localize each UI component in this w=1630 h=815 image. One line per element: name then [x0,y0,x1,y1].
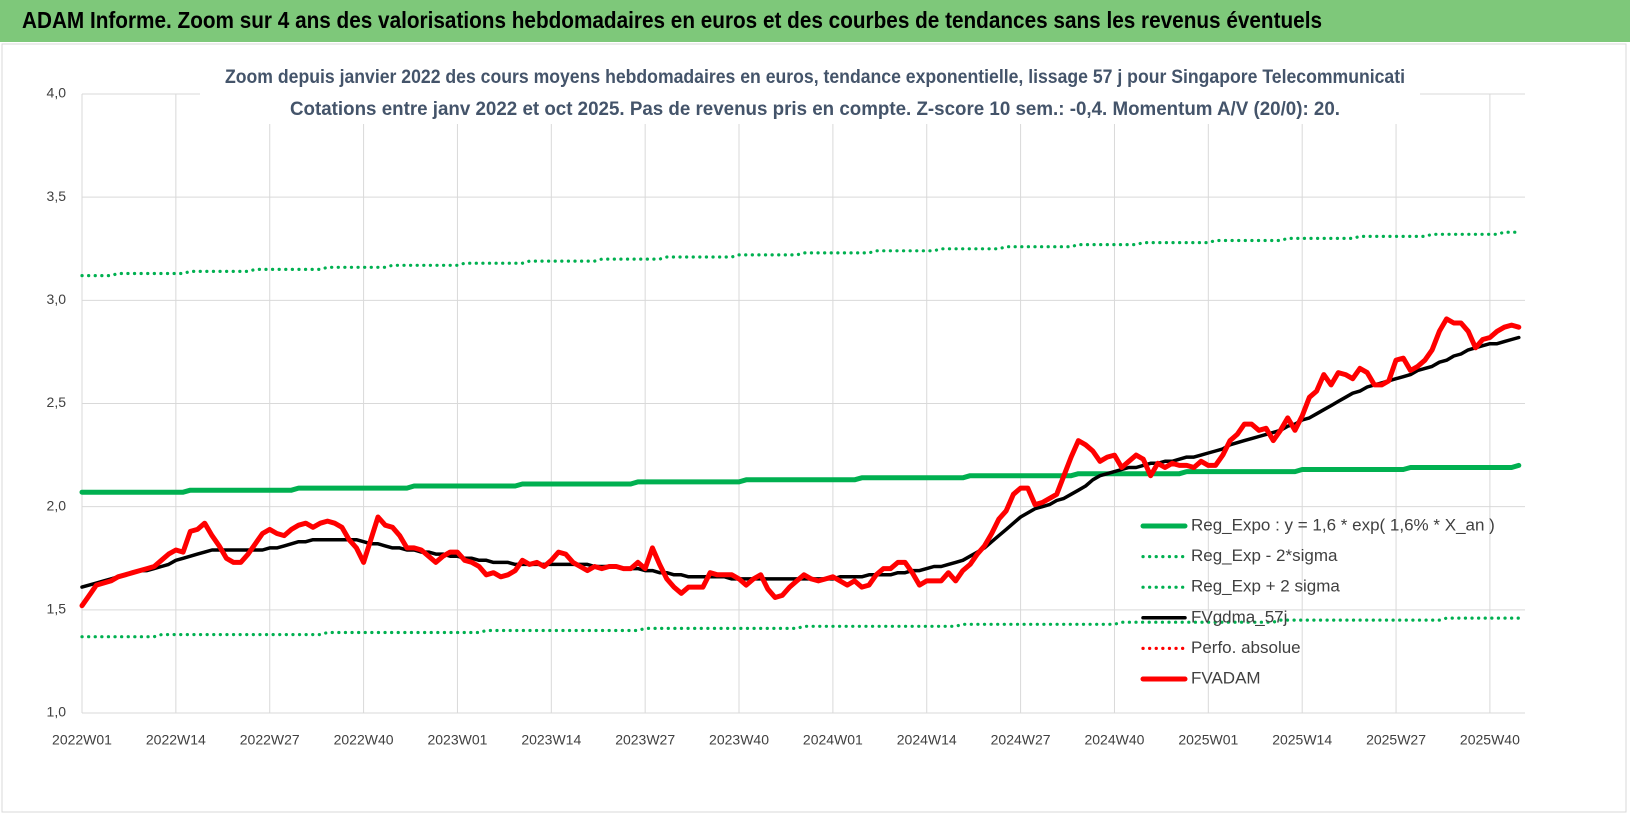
y-tick-label: 3,0 [47,291,67,307]
y-tick-label: 2,5 [47,394,67,410]
header-title: ADAM Informe. Zoom sur 4 ans des valoris… [22,7,1322,33]
x-tick-label: 2023W14 [521,732,581,748]
series-line [80,616,1521,639]
x-tick-label: 2023W40 [709,732,769,748]
x-tick-label: 2024W40 [1084,732,1144,748]
header-bar [0,0,1630,42]
x-tick-label: 2024W27 [991,732,1051,748]
chart-title: Zoom depuis janvier 2022 des cours moyen… [225,67,1405,88]
x-tick-label: 2025W01 [1178,732,1238,748]
series-line [80,230,1521,278]
x-tick-label: 2025W14 [1272,732,1332,748]
grid [81,93,1525,714]
y-tick-label: 4,0 [47,85,67,101]
legend-label: Reg_Exp - 2*sigma [1191,546,1338,565]
x-tick-label: 2022W14 [146,732,206,748]
series-line [79,316,1522,609]
chart-subtitle: Cotations entre janv 2022 et oct 2025. P… [290,99,1340,120]
x-tick-label: 2022W01 [52,732,112,748]
y-tick-label: 1,0 [47,704,67,720]
legend-label: Perfo. absolue [1191,638,1301,657]
x-tick-label: 2022W40 [334,732,394,748]
x-tick-label: 2022W27 [240,732,300,748]
title-box [200,62,1420,124]
x-tick-label: 2023W27 [615,732,675,748]
chart-frame [1,43,1627,813]
legend-label: Reg_Exp + 2 sigma [1191,577,1340,596]
y-tick-label: 3,5 [47,188,67,204]
y-tick-label: 2,0 [47,497,67,513]
x-tick-label: 2025W27 [1366,732,1426,748]
x-tick-label: 2023W01 [427,732,487,748]
legend-label: FVgdma_57j [1191,607,1287,626]
legend-label: Reg_Expo : y = 1,6 * exp( 1,6% * X_an ) [1191,515,1495,534]
y-tick-label: 1,5 [47,601,67,617]
x-tick-label: 2024W01 [803,732,863,748]
x-tick-label: 2025W40 [1460,732,1520,748]
x-tick-label: 2024W14 [897,732,957,748]
legend-label: FVADAM [1191,668,1261,687]
series-line [79,462,1522,495]
